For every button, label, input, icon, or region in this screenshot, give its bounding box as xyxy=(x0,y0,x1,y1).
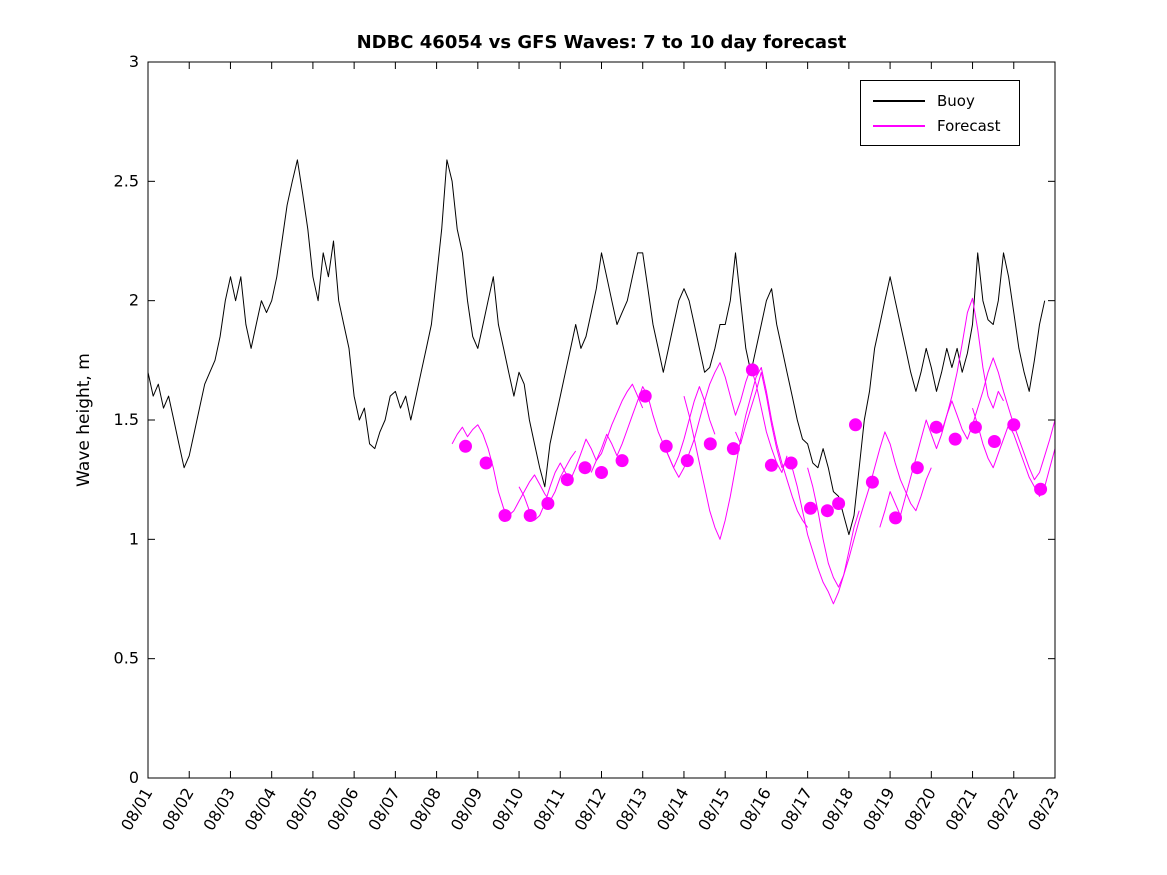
x-tick-label: 08/09 xyxy=(447,785,487,834)
legend-label-buoy: Buoy xyxy=(937,91,975,110)
x-tick-label: 08/18 xyxy=(818,785,858,834)
forecast-marker-dot xyxy=(703,437,717,451)
legend-entry-forecast: Forecast xyxy=(861,113,1019,138)
forecast-marker-dot xyxy=(459,439,472,453)
x-tick-label: 08/02 xyxy=(158,785,198,834)
x-tick-label: 08/17 xyxy=(777,785,817,834)
x-tick-label: 08/20 xyxy=(900,785,940,834)
chart-title: NDBC 46054 vs GFS Waves: 7 to 10 day for… xyxy=(356,32,847,53)
forecast-marker-dot xyxy=(560,473,574,487)
forecast-marker-dot xyxy=(889,511,902,525)
x-tick-label: 08/07 xyxy=(364,785,404,834)
y-tick-label: 0.5 xyxy=(114,649,139,668)
forecast-marker-dot xyxy=(948,432,962,446)
forecast-marker-dot xyxy=(820,504,834,518)
x-tick-label: 08/23 xyxy=(1024,785,1064,834)
forecast-marker-dot xyxy=(615,454,629,468)
forecast-marker-dot xyxy=(910,461,924,475)
x-tick-label: 08/01 xyxy=(117,785,157,834)
y-axis-label: Wave height, m xyxy=(74,353,94,487)
series-buoy xyxy=(148,159,1046,536)
forecast-marker-dot xyxy=(987,435,1001,448)
y-tick-label: 2.5 xyxy=(114,171,139,190)
series-group xyxy=(148,159,1055,605)
x-tick-label: 08/03 xyxy=(199,785,239,834)
x-tick-label: 08/13 xyxy=(612,785,652,834)
x-tick-label: 08/04 xyxy=(241,785,281,834)
x-tick-label: 08/08 xyxy=(406,785,446,834)
x-tick-label: 08/10 xyxy=(488,785,528,834)
forecast-marker-dot xyxy=(523,509,537,522)
x-tick-label: 08/05 xyxy=(282,785,322,834)
forecast-marker-dot xyxy=(541,497,555,510)
forecast-marker-dot xyxy=(784,456,798,470)
x-tick-label: 08/15 xyxy=(694,785,734,834)
series-forecast-run-6 xyxy=(735,371,860,605)
y-tick-label: 1.5 xyxy=(114,410,139,429)
y-axis-label-wrap: Wave height, m xyxy=(64,62,104,778)
legend-label-forecast: Forecast xyxy=(937,116,1001,135)
y-tick-label: 2 xyxy=(129,291,139,310)
y-tick-label: 0 xyxy=(129,768,139,787)
forecast-marker-dot xyxy=(659,439,673,453)
forecast-marker-dot xyxy=(968,420,982,434)
x-tick-label: 08/22 xyxy=(983,785,1023,834)
forecast-marker-dot xyxy=(745,363,759,377)
x-tick-label: 08/06 xyxy=(323,785,363,834)
forecast-marker-dot xyxy=(1007,418,1021,432)
forecast-marker-dot xyxy=(638,389,652,403)
series-forecast-run-3 xyxy=(590,386,716,473)
forecast-marker-dot xyxy=(849,418,862,432)
series-forecast-run-2 xyxy=(518,383,644,521)
forecast-marker-dot xyxy=(804,501,817,515)
legend: Buoy Forecast xyxy=(860,80,1020,146)
x-tick-label: 08/19 xyxy=(859,785,899,834)
x-tick-label: 08/21 xyxy=(942,785,982,834)
forecast-marker-dot xyxy=(498,509,512,522)
series-forecast-run-9 xyxy=(941,357,1055,481)
x-tick-label: 08/14 xyxy=(653,785,693,834)
forecast-marker-dot xyxy=(832,497,846,510)
forecast-marker-dot xyxy=(680,454,694,468)
legend-line-sample-forecast xyxy=(873,124,925,127)
legend-line-sample-buoy xyxy=(873,99,925,102)
forecast-marker-dot xyxy=(1034,482,1048,496)
x-tick-label: 08/11 xyxy=(529,785,569,834)
series-forecast-run-5 xyxy=(683,367,809,540)
forecast-marker-dot xyxy=(865,475,879,489)
y-tick-label: 3 xyxy=(129,52,139,71)
plot-box xyxy=(147,61,1056,779)
x-tick-label: 08/16 xyxy=(735,785,775,834)
forecast-marker-dot xyxy=(578,461,592,475)
x-tick-label: 08/12 xyxy=(570,785,610,834)
forecast-marker-dot xyxy=(764,458,778,472)
forecast-marker-dot xyxy=(726,442,740,456)
series-forecast-run-4 xyxy=(662,362,788,478)
forecast-marker-dot xyxy=(595,466,608,479)
legend-entry-buoy: Buoy xyxy=(861,88,1019,113)
series-forecast-run-8 xyxy=(879,297,1004,528)
series-forecast-run-1 xyxy=(451,424,577,516)
forecast-marker-dot xyxy=(479,456,493,470)
y-tick-label: 1 xyxy=(129,529,139,548)
forecast-marker-dot xyxy=(929,420,943,434)
